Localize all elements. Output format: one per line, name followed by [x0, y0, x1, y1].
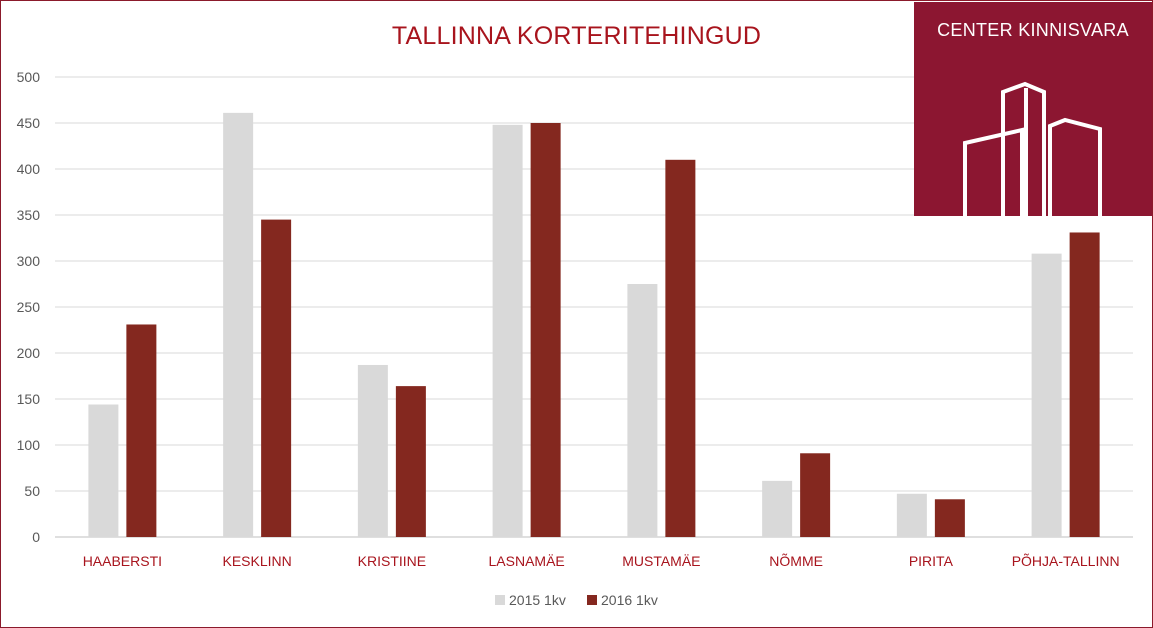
bar-2015-0 — [88, 404, 119, 537]
y-tick-label: 500 — [17, 69, 41, 85]
x-tick-label: MUSTAMÄE — [622, 553, 700, 569]
y-tick-label: 200 — [17, 345, 41, 361]
x-tick-label: PÕHJA-TALLINN — [1012, 553, 1120, 569]
y-tick-label: 250 — [17, 299, 41, 315]
bar-2016-5 — [800, 453, 831, 537]
x-tick-label: NÕMME — [769, 553, 823, 569]
bar-2016-4 — [665, 159, 696, 538]
y-tick-label: 50 — [24, 483, 40, 499]
y-tick-label: 300 — [17, 253, 41, 269]
company-logo: CENTER KINNISVARA — [914, 2, 1152, 216]
y-tick-label: 100 — [17, 437, 41, 453]
bar-2016-2 — [395, 386, 426, 537]
x-tick-label: LASNAMÄE — [489, 553, 565, 569]
bar-2015-1 — [223, 112, 254, 537]
bar-2015-6 — [896, 493, 927, 537]
bar-2015-3 — [492, 124, 523, 537]
x-tick-label: KESKLINN — [223, 553, 292, 569]
y-tick-label: 350 — [17, 207, 41, 223]
logo-text: CENTER KINNISVARA — [937, 20, 1129, 40]
bar-2016-7 — [1069, 232, 1100, 538]
buildings-icon — [963, 81, 1102, 216]
bar-2015-7 — [1031, 253, 1062, 537]
y-tick-label: 450 — [17, 115, 41, 131]
legend-label: 2015 1kv — [509, 592, 566, 608]
x-tick-label: HAABERSTI — [83, 553, 162, 569]
bar-2015-4 — [627, 284, 658, 537]
bar-2016-6 — [934, 499, 965, 537]
y-tick-label: 400 — [17, 161, 41, 177]
legend-label: 2016 1kv — [601, 592, 658, 608]
x-tick-label: PIRITA — [909, 553, 954, 569]
y-tick-label: 0 — [32, 529, 40, 545]
legend-swatch — [587, 595, 597, 605]
y-tick-label: 150 — [17, 391, 41, 407]
bar-2016-3 — [530, 123, 561, 537]
bar-2015-5 — [762, 480, 793, 537]
legend-swatch — [495, 595, 505, 605]
x-tick-label: KRISTIINE — [358, 553, 426, 569]
bar-2016-1 — [261, 219, 292, 537]
bar-2015-2 — [357, 364, 388, 537]
bar-2016-0 — [126, 324, 157, 537]
